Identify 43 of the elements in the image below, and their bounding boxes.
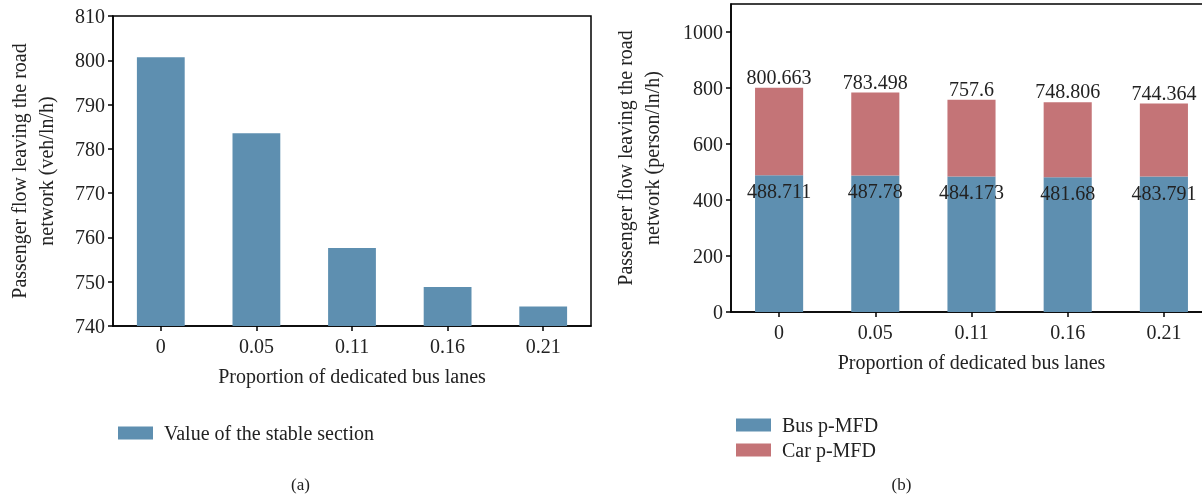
text: (b)	[891, 475, 912, 494]
y-tick-label: 400	[693, 189, 723, 211]
y-tick-label: 800	[75, 49, 105, 72]
total-label: 748.806	[1035, 80, 1101, 103]
y-tick-label: 740	[75, 315, 105, 337]
bar	[851, 92, 900, 176]
total-label: 800.663	[746, 65, 812, 88]
y-tick-label: 790	[75, 93, 105, 116]
x-tick-label: 0.11	[954, 321, 989, 343]
x-tick-label: 0	[774, 321, 785, 343]
bar	[1043, 102, 1092, 178]
x-tick-label: 0.21	[525, 335, 561, 357]
y-tick-label: 750	[75, 270, 105, 293]
y-tick-label: 1000	[683, 21, 723, 43]
y-axis-title: Passenger flow leaving the road network (veh/ln/h)	[7, 43, 58, 299]
x-axis-title: Proportion of dedicated bus lanes	[218, 365, 487, 388]
x-tick-label: 0.05	[857, 321, 893, 343]
total-label: 757.6	[949, 77, 994, 100]
y-tick-label: 810	[75, 5, 105, 27]
legend-label: Bus p-MFD	[782, 414, 879, 437]
x-tick-label: 0.16	[430, 335, 466, 357]
y-tick-label: 760	[75, 226, 105, 249]
bar	[947, 99, 996, 177]
y-tick-label: 800	[693, 77, 723, 99]
legend-label: Car p-MFD	[782, 439, 876, 462]
y-tick-label: 770	[75, 182, 105, 205]
legend-label: Value of the stable section	[164, 422, 374, 444]
x-tick-label: 0.11	[334, 335, 370, 357]
y-axis-title: Passenger flow leaving the road network (person/ln/h)	[613, 30, 664, 286]
total-label: 744.364	[1131, 81, 1197, 104]
bar	[1139, 103, 1188, 177]
x-tick-label: 0.16	[1050, 321, 1086, 343]
total-label: 783.498	[842, 70, 908, 93]
y-tick-label: 200	[693, 245, 723, 267]
text: (a)	[291, 475, 310, 494]
y-tick-label: 780	[75, 137, 105, 160]
y-tick-label: 0	[713, 301, 723, 323]
x-axis-title: Proportion of dedicated bus lanes	[837, 351, 1106, 374]
x-tick-label: 0.21	[1146, 321, 1182, 343]
x-tick-label: 0	[155, 335, 166, 357]
x-tick-label: 0.05	[238, 335, 274, 357]
bar	[755, 87, 804, 176]
y-tick-label: 600	[693, 133, 723, 155]
